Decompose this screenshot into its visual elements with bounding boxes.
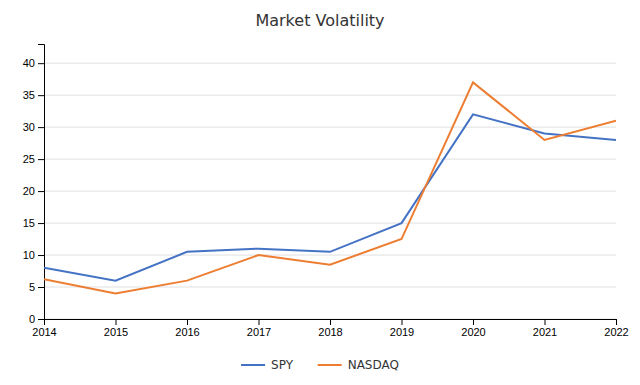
tick-label: 25 bbox=[23, 153, 35, 165]
tick-label: 2018 bbox=[318, 326, 342, 338]
grid-line bbox=[44, 191, 616, 192]
tick: 2018 bbox=[318, 319, 342, 338]
grid bbox=[44, 63, 616, 319]
tick: 15 bbox=[23, 217, 44, 229]
series-line bbox=[44, 82, 616, 293]
tick-label: 2022 bbox=[604, 326, 628, 338]
tick: 25 bbox=[23, 153, 44, 165]
tick: 2017 bbox=[247, 319, 271, 338]
legend-swatch bbox=[241, 364, 265, 366]
y-axis: 0 5 10 15 20 25 30 35 40 bbox=[23, 45, 45, 326]
tick-label: 2019 bbox=[390, 326, 414, 338]
tick-mark bbox=[38, 191, 44, 192]
tick: 2021 bbox=[533, 319, 557, 338]
tick-label: 2017 bbox=[247, 326, 271, 338]
tick-label: 30 bbox=[23, 121, 35, 133]
grid-line bbox=[44, 63, 616, 64]
tick: 2015 bbox=[104, 319, 128, 338]
legend: SPY NASDAQ bbox=[241, 358, 399, 372]
tick-mark bbox=[38, 159, 44, 160]
chart: Market Volatility20142015201620172018201… bbox=[0, 0, 640, 385]
tick-mark bbox=[545, 319, 546, 325]
tick-label: 15 bbox=[23, 217, 35, 229]
x-axis: 2014 2015 2016 2017 2018 2019 2020 2021 2022 bbox=[32, 319, 628, 338]
legend-item: SPY bbox=[241, 358, 294, 372]
tick: 5 bbox=[29, 281, 44, 293]
tick-mark bbox=[38, 127, 44, 128]
axis-line bbox=[38, 45, 45, 320]
tick-label: 10 bbox=[23, 249, 35, 261]
tick-label: 40 bbox=[23, 57, 35, 69]
series-line bbox=[44, 114, 616, 280]
grid-line bbox=[44, 255, 616, 256]
tick-label: 35 bbox=[23, 89, 35, 101]
tick: 40 bbox=[23, 57, 44, 69]
tick: 0 bbox=[29, 313, 44, 325]
tick-mark bbox=[473, 319, 474, 325]
tick-mark bbox=[38, 255, 44, 256]
tick: 10 bbox=[23, 249, 44, 261]
legend-item: NASDAQ bbox=[318, 358, 399, 372]
tick-mark bbox=[38, 95, 44, 96]
tick-label: 2021 bbox=[533, 326, 557, 338]
legend-label: SPY bbox=[271, 358, 294, 372]
grid-line bbox=[44, 95, 616, 96]
tick-mark bbox=[38, 287, 44, 288]
grid-line bbox=[44, 287, 616, 288]
tick-label: 2016 bbox=[175, 326, 199, 338]
tick-label: 2020 bbox=[461, 326, 485, 338]
tick: 2019 bbox=[390, 319, 414, 338]
grid-line bbox=[44, 159, 616, 160]
legend-label: NASDAQ bbox=[348, 358, 399, 372]
tick-mark bbox=[330, 319, 331, 325]
tick: 30 bbox=[23, 121, 44, 133]
tick-mark bbox=[116, 319, 117, 325]
tick: 35 bbox=[23, 89, 44, 101]
title: Market Volatility bbox=[255, 11, 384, 30]
tick-mark bbox=[259, 319, 260, 325]
tick-label: 2015 bbox=[104, 326, 128, 338]
tick-mark bbox=[616, 319, 617, 325]
axis-line bbox=[45, 320, 617, 326]
tick-label: 5 bbox=[29, 281, 35, 293]
tick: 2022 bbox=[604, 319, 628, 338]
tick-mark bbox=[402, 319, 403, 325]
plot: 2014201520162017201820192020202120220510… bbox=[23, 45, 629, 338]
tick-label: 0 bbox=[29, 313, 35, 325]
tick: 20 bbox=[23, 185, 44, 197]
tick: 2014 bbox=[32, 319, 56, 338]
tick-label: 20 bbox=[23, 185, 35, 197]
tick-mark bbox=[187, 319, 188, 325]
tick: 2016 bbox=[175, 319, 199, 338]
tick-mark bbox=[38, 223, 44, 224]
tick-mark bbox=[38, 63, 44, 64]
lines bbox=[44, 82, 616, 293]
tick-mark bbox=[38, 319, 44, 320]
legend-swatch bbox=[318, 364, 342, 366]
grid-line bbox=[44, 223, 616, 224]
tick: 2020 bbox=[461, 319, 485, 338]
tick-label: 2014 bbox=[32, 326, 56, 338]
